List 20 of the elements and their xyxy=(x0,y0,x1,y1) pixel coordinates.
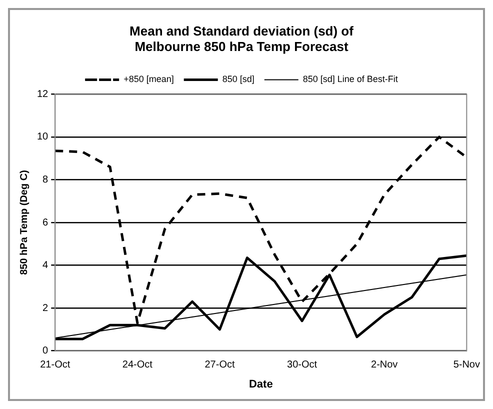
text: Mean and Standard deviation (sd) of xyxy=(130,23,354,38)
x-tick-label: 5-Nov xyxy=(453,360,480,371)
x-tick-label: 24-Oct xyxy=(122,360,153,371)
y-tick-label: 10 xyxy=(37,132,49,143)
x-tick-label: 30-Oct xyxy=(287,360,318,371)
legend-label: +850 [mean] xyxy=(124,74,174,84)
x-tick-label: 21-Oct xyxy=(40,360,70,371)
x-tick-label: 27-Oct xyxy=(204,360,235,371)
y-tick-label: 12 xyxy=(37,88,49,100)
y-tick-label: 4 xyxy=(42,260,49,272)
legend-label: 850 [sd] Line of Best-Fit xyxy=(302,74,398,84)
y-tick-label: 2 xyxy=(42,302,49,314)
y-axis-title: 850 hPa Temp (Deg C) xyxy=(18,170,30,275)
y-tick-label: 8 xyxy=(42,174,49,186)
legend-label: 850 [sd] xyxy=(222,74,254,84)
x-axis-title: Date xyxy=(248,378,273,390)
x-tick-label: 2-Nov xyxy=(371,360,398,371)
y-tick-label: 6 xyxy=(42,217,49,228)
text: Melbourne 850 hPa Temp Forecast xyxy=(134,38,348,54)
y-tick-label: 0 xyxy=(42,346,49,357)
